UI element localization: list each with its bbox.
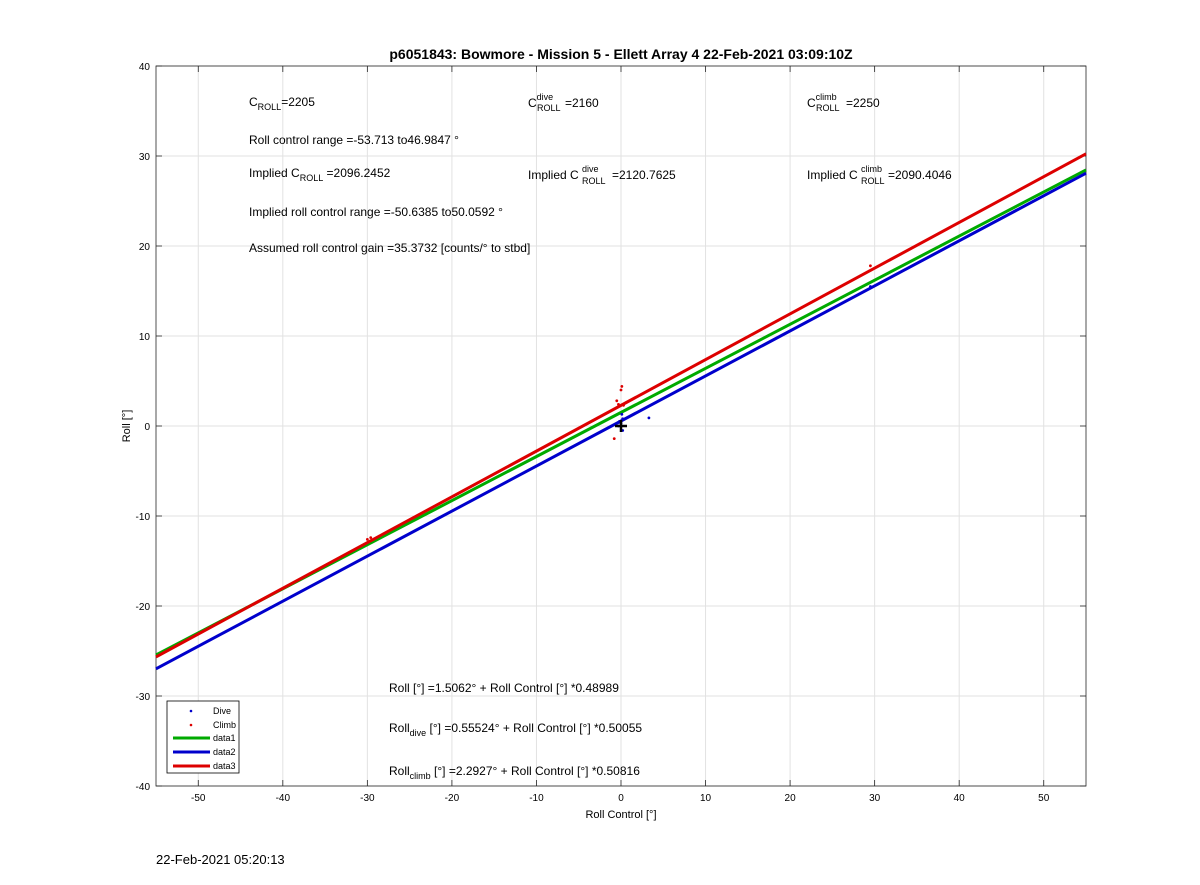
croll-dive-sub: ROLL <box>537 103 561 113</box>
legend-data1-label: data1 <box>213 733 236 743</box>
croll-dive-value: =2160 <box>565 96 599 110</box>
data-point-climb <box>617 403 620 406</box>
y-tick-label: 0 <box>144 422 150 433</box>
implied-croll-annotation: Implied CROLL =2096.2452 <box>249 166 391 183</box>
x-tick-label: -10 <box>529 793 544 804</box>
footer-timestamp: 22-Feb-2021 05:20:13 <box>156 852 285 867</box>
data-point-climb <box>624 401 628 404</box>
legend-data2-label: data2 <box>213 747 236 757</box>
implied-croll-climb-sup: climb <box>861 164 882 174</box>
implied-croll-climb-sub: ROLL <box>861 176 885 186</box>
croll-annotation: CROLL=2205 <box>249 95 315 112</box>
x-tick-label: 50 <box>1038 793 1050 804</box>
y-tick-label: 40 <box>139 62 151 73</box>
annotations: CROLL=2205 Cdive ROLL =2160 Cclimb ROLL … <box>249 92 952 781</box>
data-point-climb <box>612 437 616 440</box>
legend-dive-label: Dive <box>213 706 231 716</box>
data-point-climb <box>622 403 625 407</box>
legend: Dive Climb data1 data2 data3 <box>166 700 240 774</box>
y-tick-label: -30 <box>136 692 151 703</box>
data-point-climb <box>869 264 872 268</box>
y-tick-label: -10 <box>136 512 151 523</box>
axes: -50 -40 -30 -20 -10 0 10 20 30 40 50 -40 -30 -20 -10 0 1… <box>136 62 1087 804</box>
x-axis-label: Roll Control [°] <box>585 809 656 821</box>
implied-croll-climb-prefix: Implied C <box>807 168 858 182</box>
data-point-climb <box>615 399 619 403</box>
data-point-climb <box>619 388 623 392</box>
data-point-climb <box>365 538 369 541</box>
y-tick-label: 10 <box>139 332 151 343</box>
plot-frame <box>155 65 1087 787</box>
y-tick-label: 30 <box>139 152 151 163</box>
y-tick-label: -20 <box>136 602 151 613</box>
implied-croll-climb-value: =2090.4046 <box>888 168 952 182</box>
implied-range-text: Implied roll control range =-50.6385 to5… <box>249 205 503 219</box>
data-point-dive <box>621 417 625 421</box>
data-point-climb <box>369 536 373 539</box>
legend-climb-marker <box>189 723 193 727</box>
x-tick-label: 0 <box>618 793 624 804</box>
croll-climb-value: =2250 <box>846 96 880 110</box>
fit-equation-overall: Roll [°] =1.5062° + Roll Control [°] *0.… <box>389 681 619 695</box>
implied-croll-dive-sub: ROLL <box>582 176 606 186</box>
fit-equation-climb: Rollclimb [°] =2.2927° + Roll Control [°… <box>389 764 640 781</box>
x-tick-label: -40 <box>276 793 291 804</box>
legend-climb-label: Climb <box>213 720 236 730</box>
data-point-dive <box>869 285 872 288</box>
x-tick-label: 10 <box>700 793 712 804</box>
croll-climb-annotation: Cclimb <box>807 92 837 110</box>
x-tick-label: 40 <box>954 793 966 804</box>
x-tick-label: 30 <box>869 793 881 804</box>
x-tick-label: 20 <box>785 793 797 804</box>
legend-data3-label: data3 <box>213 761 236 771</box>
chart-marks <box>155 152 1087 671</box>
data-point-dive <box>647 416 651 420</box>
implied-croll-dive-prefix: Implied C <box>528 168 579 182</box>
roll-control-range-text: Roll control range =-53.713 to46.9847 ° <box>249 133 459 147</box>
x-tick-label: -50 <box>191 793 206 804</box>
implied-croll-dive-value: =2120.7625 <box>612 168 676 182</box>
data-point-climb <box>620 385 624 388</box>
gain-text: Assumed roll control gain =35.3732 [coun… <box>249 241 530 255</box>
data-point-dive <box>620 412 624 416</box>
chart-title: p6051843: Bowmore - Mission 5 - Ellett A… <box>389 46 853 62</box>
y-tick-label: 20 <box>139 242 151 253</box>
y-tick-label: -40 <box>136 782 151 793</box>
y-axis-label: Roll [°] <box>121 410 133 443</box>
x-tick-label: -30 <box>360 793 375 804</box>
croll-dive-annotation: Cdive <box>528 92 553 110</box>
implied-croll-dive-sup: dive <box>582 164 599 174</box>
croll-climb-sub: ROLL <box>816 103 840 113</box>
fit-line-data3 <box>155 152 1087 659</box>
fit-equation-dive: Rolldive [°] =0.55524° + Roll Control [°… <box>389 721 642 738</box>
legend-dive-marker <box>189 709 193 713</box>
x-tick-label: -20 <box>445 793 460 804</box>
